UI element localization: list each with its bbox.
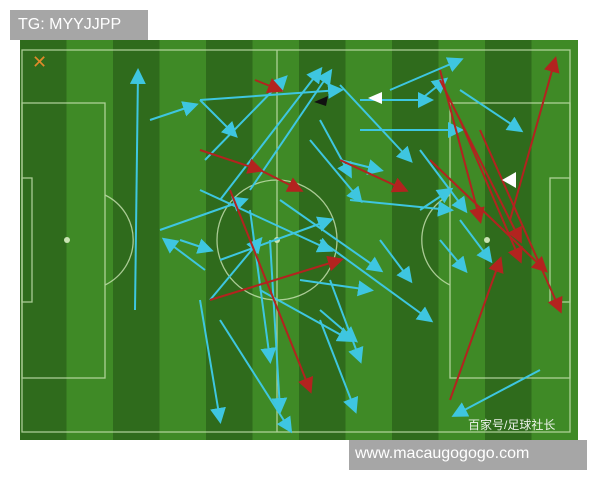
pass-arrow-successful [199,99,238,138]
pass-arrow-successful [319,239,434,323]
grass-stripe [345,40,392,440]
pass-arrow-unsuccessful [259,169,304,192]
grass-stripe [485,40,532,440]
top-tag: TG: MYYJJPP [10,10,148,40]
grass-stripe [20,40,67,440]
grass-stripe [531,40,578,440]
pass-arrow-successful [329,279,364,364]
pass-arrow-unsuccessful [509,56,560,221]
pass-arrow-successful [279,199,384,273]
pass-arrow-successful [161,237,206,271]
pass-arrow-successful [389,57,464,91]
watermark: 百家号/足球社长 [468,418,556,432]
pass-arrow-unsuccessful [439,69,485,224]
pass-arrow-successful [309,139,363,204]
pass-arrow-unsuccessful [479,129,563,314]
pass-map-pitch: ✕ [20,40,578,440]
pass-arrow-successful [149,101,199,121]
pass-arrow-unsuccessful [199,149,264,174]
pass-arrow-successful [219,216,334,261]
pass-arrow-unsuccessful [449,256,504,401]
pass-arrow-successful [451,369,541,417]
pass-arrow-successful [379,239,413,284]
pass-arrow-successful [459,219,493,264]
triangle-marker-icon [314,96,328,106]
pass-arrow-successful [199,189,334,253]
pass-arrow-unsuccessful [229,189,313,394]
pass-arrow-successful [299,279,374,297]
pass-arrow-successful [259,289,354,342]
pass-arrow-successful [419,149,468,214]
pass-arrow-successful [319,309,359,343]
pass-arrow-unsuccessful [429,159,548,273]
pass-arrow-successful [269,239,288,414]
pass-arrow-successful [419,187,454,211]
triangle-marker-icon [502,172,516,188]
grass-stripe [438,40,485,440]
pass-arrow-unsuccessful [254,78,284,93]
bottom-tag: www.macaugogogo.com [349,440,587,470]
pass-arrow-successful [319,119,352,179]
pass-arrow-successful [199,82,344,101]
grass-stripe [66,40,113,440]
pass-arrow-unsuccessful [439,79,522,244]
pass-arrow-unsuccessful [339,159,409,193]
pass-arrow-successful [319,319,359,414]
pass-arrow-successful [199,299,226,424]
grass-stripes [20,40,578,440]
pass-arrow-successful [349,199,454,217]
pass-arrow-unsuccessful [209,255,344,301]
pass-arrow-successful [459,89,524,133]
passes [129,56,563,434]
pass-arrow-successful [439,239,468,274]
pass-arrow-successful [339,84,413,163]
pass-arrow-successful [129,68,146,311]
triangle-marker-icon [368,92,382,104]
pass-arrow-successful [179,238,214,254]
pass-arrow-successful [209,236,263,301]
cross-marker-icon: ✕ [32,52,47,72]
